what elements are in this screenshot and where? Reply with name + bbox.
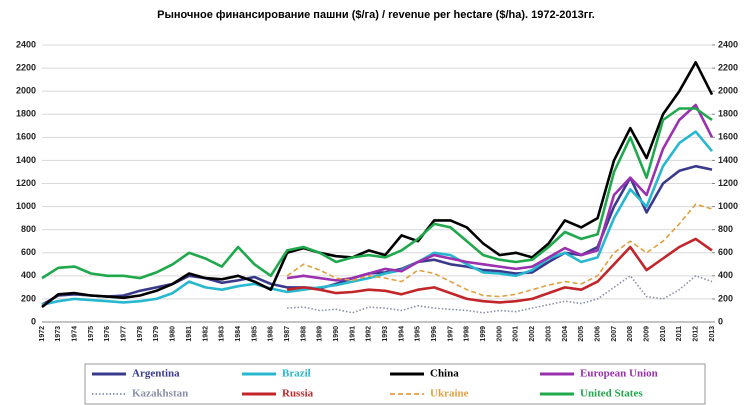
- series-line: [41, 107, 713, 280]
- x-tick-label: 1984: [235, 326, 242, 342]
- legend-label: China: [430, 368, 459, 380]
- x-tick-label: 1980: [170, 326, 177, 342]
- x-tick-label: 1989: [317, 326, 324, 342]
- x-tick-label: 1977: [121, 326, 128, 342]
- y2-tick-label: 800: [718, 224, 733, 234]
- legend-label: United States: [580, 388, 643, 400]
- x-tick-label: 1981: [186, 326, 193, 342]
- x-tick-label: 1991: [349, 326, 356, 342]
- x-tick-label: 1982: [202, 326, 209, 342]
- y2-tick-label: 600: [718, 247, 733, 257]
- x-tick-label: 2013: [709, 326, 716, 342]
- x-tick-label: 1974: [72, 326, 79, 342]
- y2-tick-label: 1800: [718, 109, 738, 119]
- x-tick-label: 1992: [366, 326, 373, 342]
- y2-tick-label: 2400: [718, 39, 738, 49]
- y-tick-label: 1200: [16, 178, 36, 188]
- x-tick-label: 1978: [137, 326, 144, 342]
- y2-tick-label: 200: [718, 293, 733, 303]
- x-tick-label: 2010: [660, 326, 667, 342]
- series-line: [286, 203, 713, 298]
- x-tick-label: 2002: [529, 326, 536, 342]
- x-tick-label: 1972: [39, 326, 46, 342]
- x-tick-label: 2007: [611, 326, 618, 342]
- x-tick-label: 1975: [88, 326, 95, 342]
- legend-label: Brazil: [282, 368, 311, 380]
- x-tick-label: 2005: [578, 326, 585, 342]
- x-tick-label: 2008: [627, 326, 634, 342]
- x-tick-label: 2011: [676, 326, 683, 341]
- x-tick-label: 2004: [562, 326, 569, 342]
- y2-tick-label: 1400: [718, 155, 738, 165]
- y2-tick-label: 1000: [718, 201, 738, 211]
- x-tick-label: 1976: [104, 326, 111, 342]
- x-tick-label: 1987: [284, 326, 291, 342]
- y2-tick-label: 1600: [718, 132, 738, 142]
- x-tick-label: 2001: [513, 326, 520, 342]
- y2-tick-label: 400: [718, 270, 733, 280]
- legend-label: Argentina: [132, 368, 180, 380]
- x-tick-label: 1986: [268, 326, 275, 342]
- y-tick-label: 1600: [16, 132, 36, 142]
- y2-tick-label: 2000: [718, 86, 738, 96]
- x-tick-label: 1993: [382, 326, 389, 342]
- x-tick-label: 2003: [545, 326, 552, 342]
- series-line: [41, 130, 713, 306]
- y2-tick-label: 0: [718, 316, 723, 326]
- x-tick-label: 1998: [464, 326, 471, 342]
- y-tick-label: 2400: [16, 39, 36, 49]
- x-tick-label: 1988: [300, 326, 307, 342]
- x-tick-label: 1999: [480, 326, 487, 342]
- y-tick-label: 2200: [16, 62, 36, 72]
- series-line: [286, 103, 714, 282]
- x-tick-label: 2009: [643, 326, 650, 342]
- y-tick-label: 200: [21, 293, 36, 303]
- series-line: [286, 237, 713, 304]
- legend-label: Russia: [282, 388, 314, 400]
- x-tick-label: 1995: [415, 326, 422, 342]
- y-tick-label: 1400: [16, 155, 36, 165]
- series-line: [41, 164, 713, 306]
- y-tick-label: 800: [21, 224, 36, 234]
- y2-tick-label: 1200: [718, 178, 738, 188]
- x-tick-label: 2006: [594, 326, 601, 342]
- x-tick-label: 2012: [693, 326, 700, 342]
- x-tick-label: 1996: [431, 326, 438, 342]
- x-tick-label: 1990: [333, 326, 340, 342]
- y-tick-label: 400: [21, 270, 36, 280]
- x-tick-label: 1985: [251, 326, 258, 342]
- y-tick-label: 1800: [16, 109, 36, 119]
- legend-box: [84, 363, 706, 405]
- legend-label: European Union: [580, 368, 658, 380]
- x-tick-label: 1994: [398, 326, 405, 342]
- y-tick-label: 0: [31, 316, 36, 326]
- legend-label: Kazakhstan: [132, 388, 188, 400]
- chart-title: Рыночное финансирование пашни ($/га) / r…: [157, 9, 595, 21]
- y-tick-label: 2000: [16, 86, 36, 96]
- x-tick-label: 2000: [496, 326, 503, 342]
- y-tick-label: 600: [21, 247, 36, 257]
- y-tick-label: 1000: [16, 201, 36, 211]
- y2-tick-label: 2200: [718, 62, 738, 72]
- series-line: [41, 61, 714, 309]
- legend-label: Ukraine: [430, 388, 469, 400]
- x-tick-label: 1973: [55, 326, 62, 342]
- x-tick-label: 1979: [153, 326, 160, 342]
- x-tick-label: 1983: [219, 326, 226, 342]
- x-tick-label: 1997: [447, 326, 454, 342]
